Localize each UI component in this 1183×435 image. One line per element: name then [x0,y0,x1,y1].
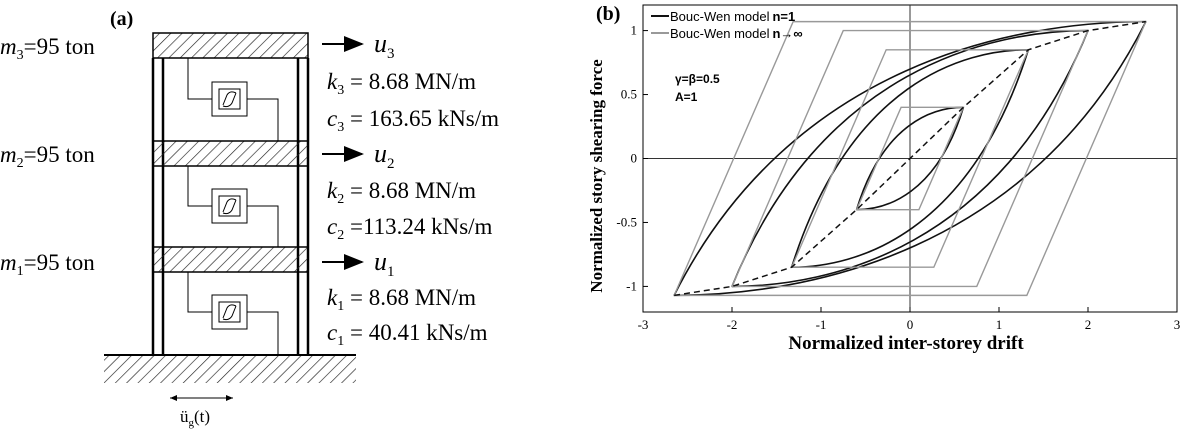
x-tick-label: 0 [907,317,914,332]
panel-b: (b) -3 -2 -1 0 1 2 3 -1 -0.5 0 0.5 1 Normalized int… [583,0,1183,430]
story-2-labels: m2=95 ton u2 k2 = 8.68 MN/m c2 =113.24 k… [0,139,493,243]
svg-text:m1=95 ton: m1=95 ton [0,250,95,279]
legend-label-ninf: Bouc-Wen model [670,26,770,41]
x-tick-label: -3 [638,317,649,332]
loop-n1-2 [790,48,1030,269]
slab-1 [152,246,309,273]
y-tick-label: 0 [631,151,638,166]
x-tick-label: 1 [996,317,1003,332]
c2-value: =113.24 kNs/m [344,214,492,239]
x-tick-label: -1 [816,317,827,332]
y-tick-label: 0.5 [621,87,637,102]
svg-text:m3=95 ton: m3=95 ton [0,34,95,63]
slab-3 [152,32,309,59]
svg-text:u2: u2 [374,139,395,172]
legend-suffix-n1: n=1 [772,9,795,24]
x-axis-label: Normalized inter-storey drift [788,333,1024,354]
legend: Bouc-Wen model n=1 Bouc-Wen model n→∞ [651,9,803,41]
mass-1-value: =95 ton [24,250,96,275]
shear-building-diagram: (a) [0,8,499,429]
backbone-dashed-curve [674,20,1146,297]
story-3-labels: m3=95 ton u3 k3 = 8.68 MN/m c3 = 163.65 … [0,29,499,135]
columns [151,58,310,355]
y-tick-label: -1 [626,278,637,293]
floor-slabs [152,32,309,273]
k2-value: = 8.68 MN/m [344,178,476,203]
damper-device-1 [187,272,279,355]
svg-text:m2=95 ton: m2=95 ton [0,142,95,171]
ground-acceleration: üg(t) [170,395,233,429]
hysteretic-devices [187,58,279,355]
param-a: A=1 [675,90,698,104]
panel-a-label: (a) [110,8,133,30]
slab-2 [152,140,309,167]
ground-hatch [104,355,356,383]
svg-text:k3 = 8.68 MN/m: k3 = 8.68 MN/m [327,69,476,98]
svg-text:k2 = 8.68 MN/m: k2 = 8.68 MN/m [327,178,476,207]
loop-n1-1 [855,106,965,211]
x-tick-label: 2 [1085,317,1092,332]
y-axis-label: Normalized story shearing force [587,59,606,293]
story-1-labels: m1=95 ton u1 k1 = 8.68 MN/m c1 = 40.41 k… [0,247,488,349]
svg-text:üg(t): üg(t) [180,407,210,429]
damper-device-2 [187,166,279,247]
panel-b-label: (b) [596,3,620,25]
y-tick-label: 1 [631,23,638,38]
param-gamma-beta: γ=β=0.5 [675,72,720,86]
x-tick-label: -2 [727,317,738,332]
parameter-annotation: γ=β=0.5 A=1 [675,72,720,104]
loop-n1-4 [673,20,1147,297]
k3-value: = 8.68 MN/m [344,69,476,94]
legend-label-n1: Bouc-Wen model [670,9,770,24]
damper-device-3 [187,58,279,141]
panel-a: (a) [0,0,590,430]
legend-suffix-ninf: n→∞ [772,26,802,41]
y-tick-label: -0.5 [616,214,637,229]
c1-value: = 40.41 kNs/m [344,320,487,345]
x-tick-label: 3 [1174,317,1181,332]
svg-text:c1 = 40.41 kNs/m: c1 = 40.41 kNs/m [327,320,488,349]
mass-3-value: =95 ton [24,34,96,59]
svg-text:u1: u1 [374,247,395,280]
svg-text:c2 =113.24 kNs/m: c2 =113.24 kNs/m [327,214,493,243]
loop-n1-3 [731,29,1089,288]
k1-value: = 8.68 MN/m [344,285,476,310]
hysteresis-chart: (b) -3 -2 -1 0 1 2 3 -1 -0.5 0 0.5 1 Normalized int… [587,3,1181,354]
mass-2-value: =95 ton [24,142,96,167]
svg-text:u3: u3 [374,29,395,62]
svg-text:c3 = 163.65 kNs/m: c3 = 163.65 kNs/m [327,106,499,135]
plot-area: -3 -2 -1 0 1 2 3 -1 -0.5 0 0.5 1 [616,4,1181,332]
c3-value: = 163.65 kNs/m [344,106,499,131]
svg-text:k1 = 8.68 MN/m: k1 = 8.68 MN/m [327,285,476,314]
